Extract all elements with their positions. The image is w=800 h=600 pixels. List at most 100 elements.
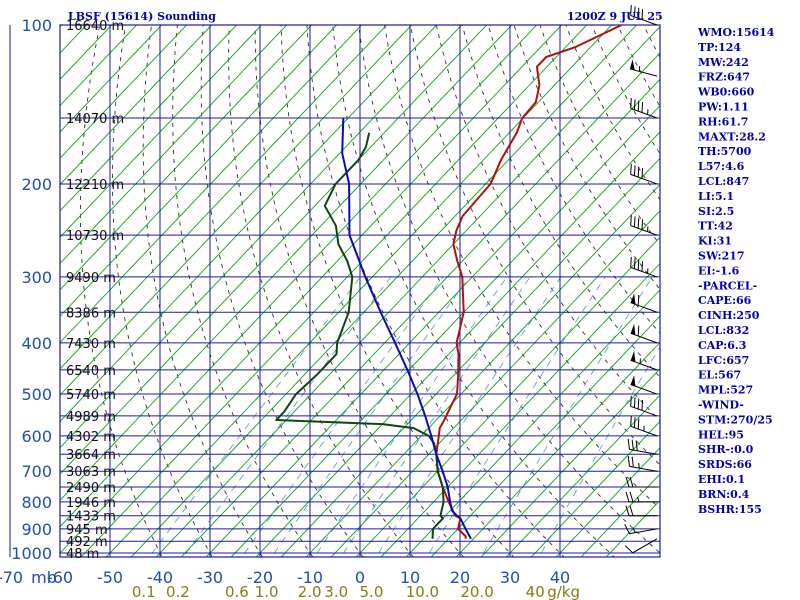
wind-barb-flag: [633, 258, 636, 269]
wind-barb-shaft: [630, 302, 658, 313]
index-item: EI:-1.6: [698, 264, 740, 277]
height-label: 945 m: [66, 523, 108, 538]
wind-barb-flag: [633, 417, 636, 428]
wind-barb-shaft: [630, 266, 658, 278]
pressure-tick-label: 700: [21, 462, 52, 481]
mixing-ratio-label: 5.0: [360, 583, 384, 600]
temperature-tick-label: -40: [147, 568, 173, 587]
isotherm: [555, 447, 660, 557]
index-item: -WIND-: [698, 399, 744, 412]
wind-barb: [630, 256, 658, 278]
height-label: 4302 m: [66, 430, 116, 445]
temperature-tick-label: 0: [355, 568, 365, 587]
temperature-tick-label: mb: [31, 568, 57, 587]
wind-barb: [625, 476, 657, 488]
index-item: SHR-:0.0: [698, 443, 754, 456]
pressure-grid: [9, 24, 661, 558]
height-label: 3063 m: [66, 465, 116, 480]
index-item: MW:242: [698, 56, 749, 69]
index-item: BRN:0.4: [698, 488, 750, 501]
dry-adiabat: [435, 25, 660, 422]
wind-barb-flag: [641, 168, 644, 179]
index-item: CAPE:66: [698, 294, 752, 307]
index-item: BSHR:155: [698, 503, 762, 516]
temperature-tick-label: 30: [500, 568, 520, 587]
wind-barb-flag: [637, 294, 640, 306]
pressure-tick-label: 400: [21, 334, 52, 353]
wind-barb-flag: [629, 476, 634, 488]
isotherm: [60, 25, 488, 475]
index-item: RH:61.7: [698, 115, 748, 128]
wind-barb-shaft: [630, 14, 658, 26]
dry-adiabat: [228, 25, 414, 557]
wind-barb: [630, 215, 658, 236]
wind-barb-flag: [637, 259, 640, 271]
isotherm: [60, 25, 363, 344]
isotherm: [60, 25, 213, 186]
isotherm: [60, 25, 388, 370]
wind-barb-pennant: [630, 293, 636, 305]
wind-barb-flag: [624, 524, 630, 534]
isotherm: [60, 25, 313, 291]
wind-barb: [630, 375, 658, 395]
isotherm: [380, 262, 660, 557]
height-label: 492 m: [66, 535, 108, 550]
isotherm: [60, 25, 288, 265]
wind-barb-flag: [627, 455, 630, 467]
index-item: SI:2.5: [698, 205, 734, 218]
wind-barb-pennant: [629, 59, 635, 71]
wind-barb-flag: [633, 397, 636, 408]
wind-barb: [627, 455, 658, 472]
index-item: PW:1.11: [698, 101, 749, 114]
pressure-tick-label: 100: [21, 16, 52, 35]
pressure-tick-label: 500: [21, 385, 52, 404]
mixing-ratio-label: 2.0: [298, 583, 322, 600]
wind-barb-flag: [635, 440, 638, 451]
isotherm: [355, 236, 660, 557]
isotherm: [130, 25, 638, 557]
wind-barb-flag: [627, 438, 630, 450]
wind-barb-shaft: [630, 173, 658, 185]
mixing-ratio-label: 10.0: [406, 583, 439, 600]
wind-barb-pennant: [630, 375, 636, 387]
wind-barb-flag: [630, 415, 632, 427]
wind-barb: [630, 415, 658, 437]
index-item: LCL:847: [698, 175, 749, 188]
wind-barb-flag: [637, 418, 640, 430]
dewpoint-line: [275, 132, 445, 539]
height-label: 10730 m: [66, 229, 124, 244]
wind-barb: [629, 59, 658, 77]
mixing-ratio-unit: g/kg: [547, 583, 580, 600]
wind-barb-flag: [624, 545, 634, 554]
wind-barb-flag: [625, 476, 630, 488]
wind-barb-flag: [630, 4, 632, 16]
pressure-tick-label: 600: [21, 427, 52, 446]
dry-adiabat: [332, 25, 616, 557]
wind-barb-flag: [641, 9, 644, 20]
temperature-tick-label: -20: [247, 568, 273, 587]
isotherm: [505, 394, 660, 557]
wind-barb-flag: [630, 97, 632, 109]
mixing-ratio-line: [538, 345, 660, 557]
index-item: FRZ:647: [698, 71, 750, 84]
height-label: 4989 m: [66, 410, 116, 425]
pressure-tick-label: 900: [21, 520, 52, 539]
isotherm: [455, 341, 660, 557]
height-label: 8386 m: [66, 306, 116, 321]
wind-barb: [630, 163, 658, 185]
wind-barb-halfflag: [638, 462, 640, 469]
isotherm: [230, 104, 660, 557]
wind-barb-flag: [630, 395, 632, 407]
wind-barb-flag: [637, 166, 640, 178]
wind-barb: [624, 524, 658, 535]
wind-barb-flag: [633, 6, 636, 17]
chart-datetime: 1200Z 9 JUL 25: [567, 10, 663, 23]
wind-barb-flag: [641, 260, 644, 272]
mixing-ratio-line: [271, 276, 470, 557]
mixing-ratio-line: [426, 276, 606, 557]
index-item: STM:270/25: [698, 413, 773, 426]
wind-barb-shaft: [632, 538, 658, 554]
temperature-tick-label: 10: [400, 568, 420, 587]
index-item: TH:5700: [698, 145, 752, 158]
height-label: 14070 m: [66, 112, 124, 127]
